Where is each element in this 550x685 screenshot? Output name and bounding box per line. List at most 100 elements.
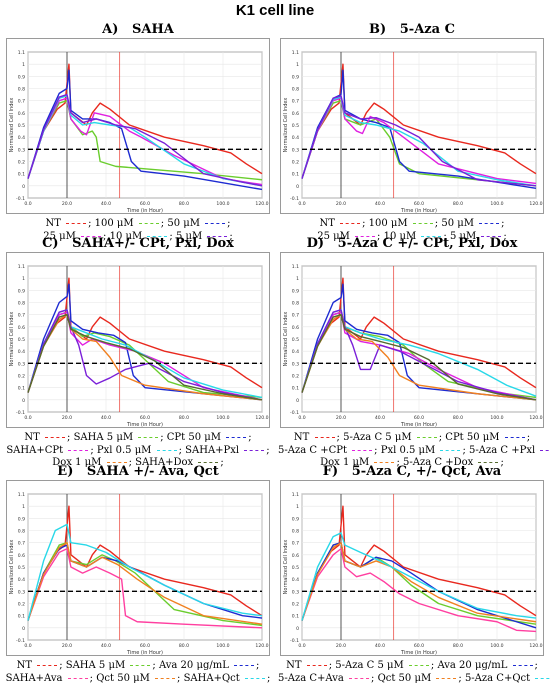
legend-swatch (440, 450, 460, 451)
legend-item: ; CPt 50 μM (160, 432, 248, 443)
legend-row: NT ; 5-Aza C 5 μM ; CPt 50 μM ; (278, 432, 546, 445)
legend-swatch (413, 223, 433, 224)
x-tick-label: 80.0 (179, 643, 189, 649)
x-tick-label: 20.0 (336, 643, 346, 649)
legend-item: ; Pxl 0.5 μM (374, 445, 462, 456)
x-tick-label: 120.0 (255, 201, 268, 207)
y-tick-label: 0.5 (18, 337, 25, 343)
chart-legend: NT ; SAHA 5 μM ; Ava 20 μg/mL ;SAHA+Ava … (4, 660, 272, 685)
legend-label: ; 50 μM (435, 218, 477, 229)
legend-label: NT (294, 432, 313, 443)
y-tick-label: 0.9 (292, 74, 299, 80)
legend-swatch (226, 437, 246, 438)
legend-item: NT (24, 432, 67, 443)
y-tick-label: 0.2 (18, 602, 25, 608)
x-tick-label: 100.0 (216, 643, 229, 649)
legend-row: NT ; SAHA 5 μM ; Ava 20 μg/mL ; (4, 660, 272, 673)
x-tick-label: 60.0 (414, 643, 424, 649)
legend-item: ; 50 μM (435, 218, 501, 229)
x-axis-label: Time (in Hour) (126, 422, 163, 428)
y-tick-label: 0.2 (18, 160, 25, 166)
legend-item: ; 50 μM (161, 218, 227, 229)
legend-swatch (505, 437, 525, 438)
legend-swatch (157, 450, 177, 451)
legend-swatch (417, 437, 437, 438)
x-tick-label: 0.0 (24, 415, 31, 421)
y-tick-label: 1 (22, 504, 25, 510)
legend-label: ; 5-Aza C 5 μM (329, 660, 407, 671)
y-tick-label: 0 (296, 626, 299, 632)
legend-swatch (436, 678, 456, 679)
legend-row: 5-Aza C+Ava ; Qct 50 μM ; 5-Aza C+Qct ; (278, 673, 546, 685)
x-tick-label: 80.0 (179, 415, 189, 421)
x-axis-label: Time (in Hour) (400, 422, 437, 428)
y-tick-label: 0.6 (18, 325, 25, 331)
legend-label: ; SAHA+Pxl (179, 445, 243, 456)
y-tick-label: 0.4 (292, 135, 299, 141)
x-tick-label: 40.0 (375, 415, 385, 421)
y-tick-label: 0.1 (18, 614, 25, 620)
y-tick-label: 0.6 (292, 325, 299, 331)
y-tick-label: 0.3 (18, 589, 25, 595)
y-tick-label: 0.5 (292, 565, 299, 571)
y-tick-label: 0.1 (292, 386, 299, 392)
legend-swatch (513, 665, 533, 666)
x-tick-label: 0.0 (298, 415, 305, 421)
y-tick-label: 0.9 (18, 74, 25, 80)
legend-label: NT (319, 218, 338, 229)
x-tick-label: 60.0 (414, 415, 424, 421)
y-tick-label: 0.8 (18, 529, 25, 535)
legend-row: SAHA+Ava ; Qct 50 μM ; SAHA+Qct ; (4, 673, 272, 685)
y-tick-label: 0.3 (292, 589, 299, 595)
legend-item: ; 5-Aza C +Pxl (462, 445, 550, 456)
y-tick-label: 0.9 (292, 516, 299, 522)
y-tick-label: 0.1 (18, 172, 25, 178)
legend-label: ; 100 μM (88, 218, 137, 229)
legend-swatch (307, 665, 327, 666)
legend-terminator: ; (266, 445, 269, 456)
legend-label: ; Pxl 0.5 μM (90, 445, 154, 456)
y-tick-label: 0.5 (18, 565, 25, 571)
legend-swatch (205, 223, 225, 224)
y-tick-label: 1.1 (18, 264, 25, 270)
y-tick-label: 1.1 (292, 50, 299, 56)
y-tick-label: 0.4 (18, 577, 25, 583)
x-axis-label: Time (in Hour) (126, 208, 163, 214)
panel-title: A) SAHA (4, 22, 272, 37)
legend-label: ; 5-Aza C 5 μM (337, 432, 415, 443)
x-tick-label: 40.0 (375, 643, 385, 649)
legend-label: ; CPt 50 μM (160, 432, 224, 443)
legend-swatch (68, 450, 88, 451)
legend-item: SAHA+CPt (6, 445, 90, 456)
x-tick-label: 20.0 (336, 415, 346, 421)
legend-label: SAHA+CPt (6, 445, 66, 456)
legend-label: ; Ava 20 μg/mL (431, 660, 511, 671)
legend-swatch (130, 665, 150, 666)
y-tick-label: 0.5 (292, 337, 299, 343)
legend-item: ; Qct 50 μM (90, 673, 177, 684)
y-tick-label: 0.2 (292, 160, 299, 166)
legend-label: NT (286, 660, 305, 671)
panel-title: E) SAHA +/- Ava, Qct (4, 464, 272, 479)
y-tick-label: 0.7 (292, 313, 299, 319)
y-tick-label: 1.1 (18, 492, 25, 498)
x-tick-label: 120.0 (529, 643, 542, 649)
y-tick-label: 1 (296, 62, 299, 68)
y-axis-label: Normalized Cell Index (9, 540, 15, 595)
x-tick-label: 0.0 (24, 201, 31, 207)
x-tick-label: 100.0 (490, 643, 503, 649)
chart-legend: NT ; 5-Aza C 5 μM ; Ava 20 μg/mL ;5-Aza … (278, 660, 546, 685)
legend-swatch (138, 437, 158, 438)
x-tick-label: 120.0 (529, 201, 542, 207)
legend-label: ; 100 μM (362, 218, 411, 229)
legend-row: NT ; 100 μM ; 50 μM ; (278, 218, 546, 231)
legend-terminator: ; (267, 673, 270, 684)
legend-label: ; Ava 20 μg/mL (152, 660, 232, 671)
legend-terminator: ; (227, 218, 230, 229)
legend-swatch (68, 678, 88, 679)
y-tick-label: 1 (22, 62, 25, 68)
legend-label: NT (17, 660, 36, 671)
